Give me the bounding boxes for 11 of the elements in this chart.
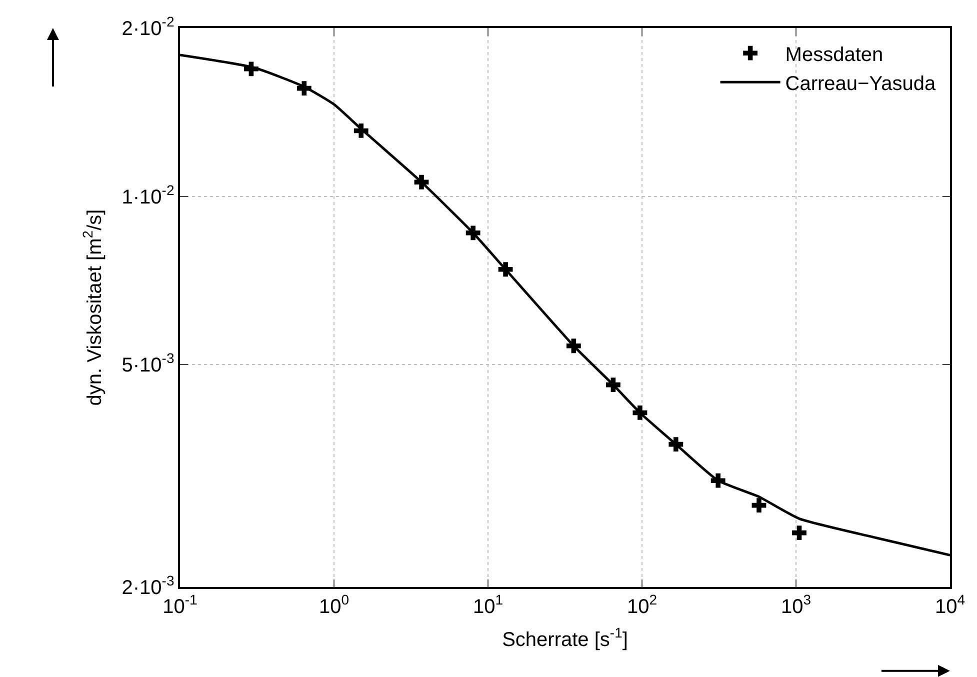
x-axis-title: Scherrate [s$^{-1}$]	[502, 624, 628, 651]
legend-label: Messdaten	[785, 44, 884, 66]
x-tick-label: 10$^{3}$	[780, 591, 812, 618]
x-tick-label: 10$^{4}$	[934, 591, 966, 618]
y-tick-label: 1·10$^{-2}$	[122, 182, 174, 208]
x-tick-label: 10$^{2}$	[626, 591, 658, 618]
y-tick-label: 2·10$^{-2}$	[122, 14, 174, 40]
x-tick-label: 10$^{1}$	[472, 591, 504, 618]
legend-label: Carreau−Yasuda	[785, 72, 936, 95]
x-tick-label: 10$^{0}$	[318, 591, 350, 618]
y-tick-label: 5·10$^{-3}$	[122, 350, 174, 377]
